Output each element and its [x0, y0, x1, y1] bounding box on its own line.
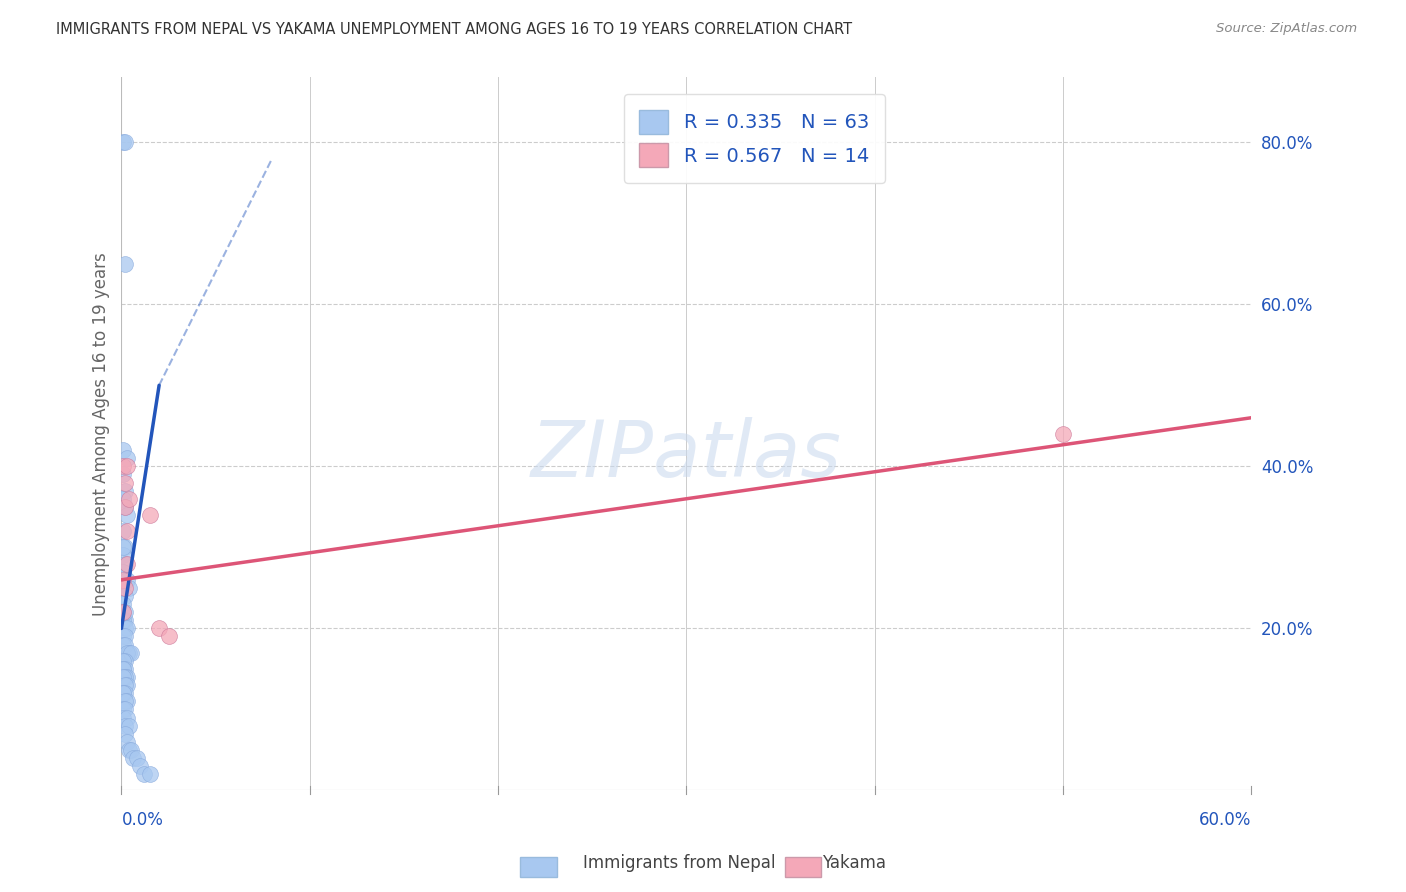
Point: [112, 605, 135, 619]
Point: [114, 483, 136, 498]
Point: [114, 621, 136, 635]
Point: [115, 678, 138, 692]
Point: [114, 678, 136, 692]
Point: [125, 751, 148, 765]
Legend: R = 0.335   N = 63, R = 0.567   N = 14: R = 0.335 N = 63, R = 0.567 N = 14: [624, 95, 884, 183]
Point: [114, 630, 136, 644]
Point: [118, 491, 141, 506]
Point: [138, 508, 160, 522]
Point: [115, 735, 138, 749]
Y-axis label: Unemployment Among Ages 16 to 19 years: Unemployment Among Ages 16 to 19 years: [93, 252, 110, 615]
Point: [114, 589, 136, 603]
Point: [115, 694, 138, 708]
Point: [115, 451, 138, 466]
Point: [115, 524, 138, 538]
Point: [115, 557, 138, 571]
Point: [118, 646, 141, 660]
Point: [114, 670, 136, 684]
Point: [148, 621, 170, 635]
Point: [112, 597, 135, 611]
Point: [114, 557, 136, 571]
Point: [1052, 426, 1074, 441]
Point: [112, 524, 135, 538]
Point: [112, 491, 135, 506]
Point: [115, 573, 138, 587]
Point: [112, 686, 135, 700]
Text: 0.0%: 0.0%: [121, 811, 163, 829]
Text: IMMIGRANTS FROM NEPAL VS YAKAMA UNEMPLOYMENT AMONG AGES 16 TO 19 YEARS CORRELATI: IMMIGRANTS FROM NEPAL VS YAKAMA UNEMPLOY…: [56, 22, 852, 37]
Point: [112, 670, 135, 684]
Point: [112, 630, 135, 644]
Point: [118, 718, 141, 732]
Point: [115, 670, 138, 684]
Point: [132, 767, 155, 781]
Point: [118, 743, 141, 757]
Point: [114, 613, 136, 627]
Point: [112, 573, 135, 587]
Text: Immigrants from Nepal: Immigrants from Nepal: [583, 855, 776, 872]
Point: [112, 459, 135, 474]
Point: [112, 443, 135, 458]
Point: [114, 500, 136, 514]
Point: [114, 605, 136, 619]
Point: [112, 549, 135, 563]
Point: [112, 662, 135, 676]
Point: [112, 686, 135, 700]
Point: [112, 702, 135, 716]
Point: [112, 135, 135, 149]
Point: [112, 654, 135, 668]
Point: [157, 630, 180, 644]
Text: Source: ZipAtlas.com: Source: ZipAtlas.com: [1216, 22, 1357, 36]
Point: [114, 718, 136, 732]
Point: [114, 654, 136, 668]
Point: [112, 541, 135, 555]
Point: [114, 581, 136, 595]
Point: [114, 541, 136, 555]
Point: [112, 613, 135, 627]
Point: [114, 727, 136, 741]
Point: [138, 767, 160, 781]
Point: [112, 605, 135, 619]
Text: ZIPatlas: ZIPatlas: [531, 417, 842, 493]
Text: 60.0%: 60.0%: [1199, 811, 1251, 829]
Point: [115, 646, 138, 660]
Point: [114, 500, 136, 514]
Point: [115, 508, 138, 522]
Point: [112, 467, 135, 482]
Point: [112, 662, 135, 676]
Point: [114, 694, 136, 708]
Point: [114, 686, 136, 700]
Point: [114, 638, 136, 652]
Point: [118, 581, 141, 595]
Point: [112, 565, 135, 579]
Point: [120, 743, 142, 757]
Point: [115, 459, 138, 474]
Point: [115, 621, 138, 635]
Point: [112, 710, 135, 724]
Point: [114, 475, 136, 490]
Point: [120, 646, 142, 660]
Point: [112, 638, 135, 652]
Point: [121, 751, 143, 765]
Text: Yakama: Yakama: [823, 855, 887, 872]
Point: [129, 759, 152, 773]
Point: [114, 702, 136, 716]
Point: [114, 135, 136, 149]
Point: [114, 257, 136, 271]
Point: [114, 662, 136, 676]
Point: [115, 710, 138, 724]
